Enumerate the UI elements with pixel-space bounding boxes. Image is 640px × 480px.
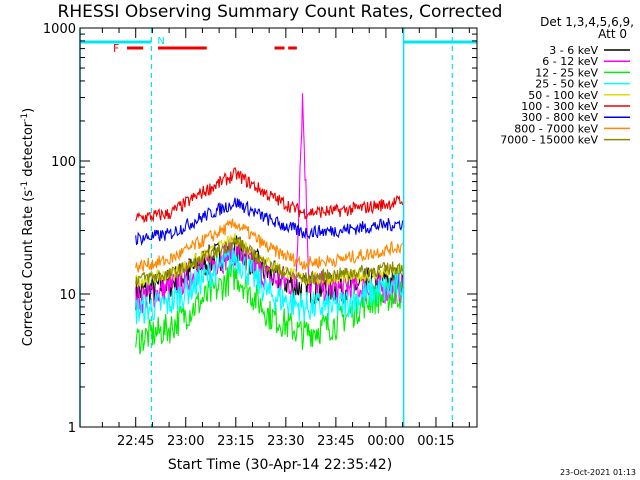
legend-label: 7000 - 15000 keV <box>500 134 598 147</box>
legend-header-att: Att 0 <box>598 27 627 41</box>
x-tick-label: 23:45 <box>317 434 354 449</box>
series-line-7 <box>135 197 404 247</box>
legend-label: 800 - 7000 keV <box>514 122 598 135</box>
y-axis-label-sup1: -1 <box>20 181 30 190</box>
y-axis-label-sup2: -1 <box>20 113 30 122</box>
series-line-8 <box>135 218 404 273</box>
footer-timestamp: 23-Oct-2021 01:13 <box>560 468 636 477</box>
legend-label: 6 - 12 keV <box>542 55 598 68</box>
flag-bars: NF <box>79 28 477 427</box>
x-axis-label: Start Time (30-Apr-14 22:35:42) <box>168 457 392 473</box>
legend-label: 50 - 100 keV <box>528 89 598 102</box>
y-tick-label: 1 <box>68 421 76 436</box>
y-axis-label: Corrected Count Rate (s-1 detector-1) <box>20 108 36 346</box>
legend-label: 12 - 25 keV <box>535 66 598 79</box>
chart-title: RHESSI Observing Summary Count Rates, Co… <box>58 2 503 22</box>
y-tick-label: 10 <box>59 288 76 303</box>
x-tick-label: 23:00 <box>167 434 204 449</box>
legend-label: 3 - 6 keV <box>549 44 598 57</box>
x-tick-label: 00:15 <box>417 434 454 449</box>
y-axis: 1 10 100 1000 <box>43 22 477 436</box>
legend-label: 300 - 800 keV <box>521 111 598 124</box>
x-tick-label: 23:15 <box>217 434 254 449</box>
data-series <box>135 93 404 355</box>
flare-flag-label: F <box>113 42 119 55</box>
legend-header: Det 1,3,4,5,6,9, <box>540 15 634 29</box>
y-axis-label-end: ) <box>21 108 36 113</box>
y-tick-label: 1000 <box>43 22 76 37</box>
legend-label: 25 - 50 keV <box>535 78 598 91</box>
x-tick-label: 23:30 <box>267 434 304 449</box>
series-line-9 <box>135 236 404 285</box>
y-axis-label-mid: detector <box>21 121 36 181</box>
series-line-6 <box>135 167 404 224</box>
legend-label: 100 - 300 keV <box>521 100 598 113</box>
y-tick-label: 100 <box>51 155 76 170</box>
plot-frame <box>79 27 478 428</box>
night-flag-label: N <box>157 36 164 47</box>
x-tick-label: 00:00 <box>367 434 404 449</box>
series-line-2 <box>135 93 404 314</box>
x-axis: 22:45 23:00 23:15 23:30 23:45 00:00 00:15 <box>101 28 470 449</box>
y-axis-label-main: Corrected Count Rate (s <box>21 190 36 347</box>
series-line-4 <box>135 244 404 325</box>
x-tick-label: 22:45 <box>117 434 154 449</box>
